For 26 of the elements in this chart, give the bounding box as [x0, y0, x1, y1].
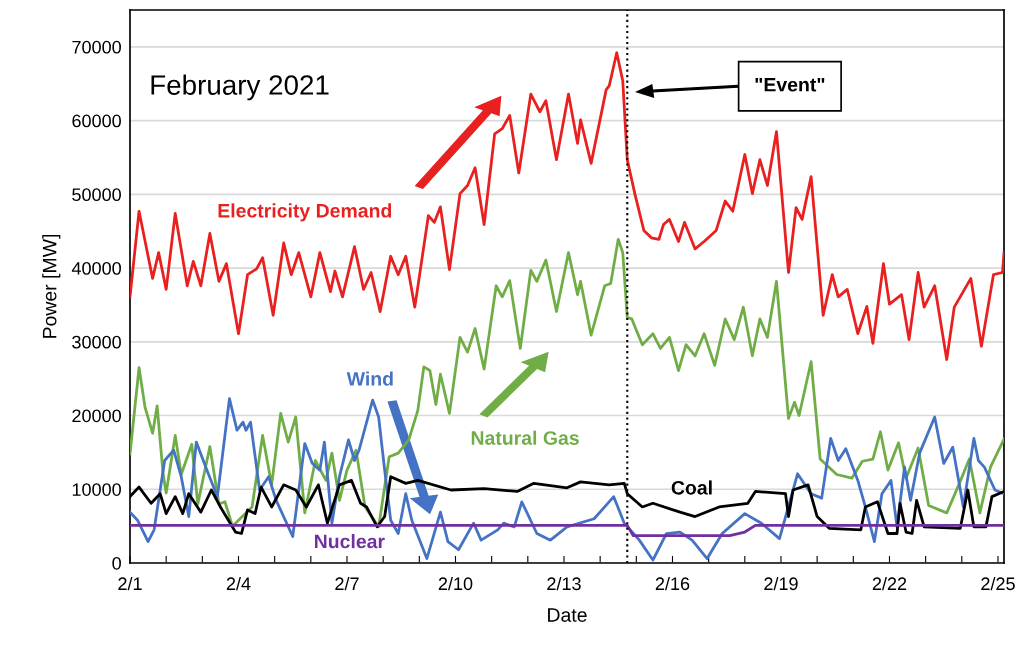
y-tick-label: 50000	[72, 188, 121, 202]
y-tick-label: 0	[112, 556, 121, 570]
x-axis-title: Date	[548, 608, 587, 622]
y-tick-label: 30000	[72, 335, 121, 349]
text: February 2021	[151, 74, 329, 101]
y-tick-label: 10000	[72, 483, 121, 496]
y-tick-label: 60000	[72, 114, 121, 128]
series-label: Electricity Demand	[218, 203, 392, 222]
y-axis-title: Power [MW]	[42, 234, 61, 338]
x-tick-label: 2/19	[764, 576, 798, 591]
series-label: Coal	[671, 480, 712, 495]
x-tick-label: 2/10	[438, 576, 473, 591]
y-tick-label: 40000	[71, 262, 121, 275]
x-tick-label: 2/25	[981, 576, 1015, 591]
series-label: Natural Gas	[471, 430, 579, 445]
x-tick-label: 2/1	[118, 576, 142, 591]
y-tick-label: 20000	[72, 409, 121, 423]
x-tick-label: 2/7	[335, 576, 359, 591]
x-tick-label: 2/16	[655, 576, 690, 591]
y-tick-label: 70000	[72, 40, 121, 54]
series-label: Nuclear	[315, 534, 385, 549]
x-tick-label: 2/13	[547, 576, 581, 591]
x-tick-label: 2/4	[226, 576, 251, 591]
annotation: "Event"	[755, 77, 825, 92]
x-tick-label: 2/22	[872, 576, 907, 591]
series-label: Wind	[346, 371, 393, 386]
